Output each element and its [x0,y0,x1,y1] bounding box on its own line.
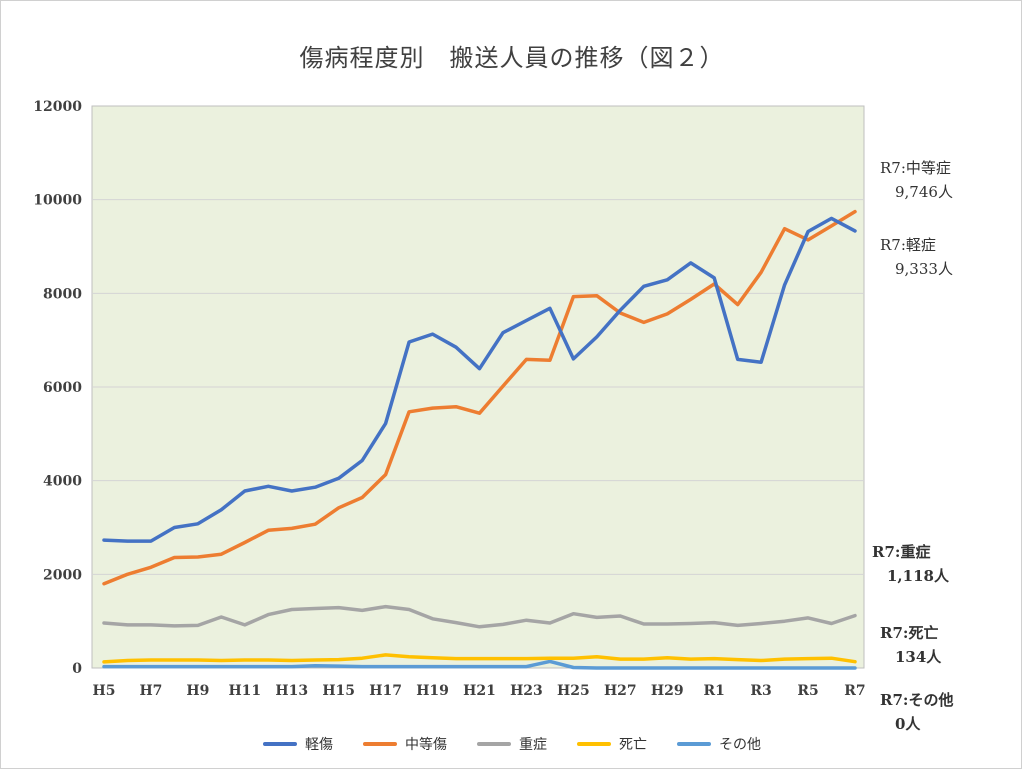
y-tick-label: 8000 [43,286,82,302]
series-line-軽傷 [102,216,857,543]
x-tick-label: H25 [557,683,590,699]
y-tick-label: 12000 [33,99,82,115]
legend-item: その他 [677,734,761,754]
annotation-chuto: R7:中等症 9,746人 [880,159,953,201]
legend-label: 中等傷 [405,737,447,753]
series-line-死亡 [102,653,857,664]
legend-item: 中等傷 [363,734,447,754]
legend-label: 重症 [519,737,547,753]
x-tick-label: H11 [228,683,261,699]
x-tick-label: H15 [322,683,355,699]
y-axis-ticks: 0 2000 4000 6000 8000 10000 12000 [33,99,82,677]
legend-swatch [677,742,711,746]
x-tick-label: H17 [369,683,402,699]
series-lines [102,209,857,670]
x-tick-label: H7 [139,683,162,699]
series-line-中等傷 [102,209,857,586]
y-tick-label: 4000 [43,474,82,490]
legend-item: 軽傷 [263,734,333,754]
legend-swatch [477,742,511,746]
legend-label: 軽傷 [305,737,333,753]
y-tick-label: 0 [72,661,82,677]
series-line-重症 [102,604,857,629]
legend-item: 死亡 [577,734,647,754]
x-tick-label: R7 [844,683,865,699]
legend-swatch [363,742,397,746]
x-tick-label: H5 [93,683,116,699]
legend-label: 死亡 [619,737,647,753]
x-tick-label: H9 [186,683,209,699]
x-tick-label: H27 [604,683,637,699]
x-tick-label: H29 [651,683,684,699]
x-axis-ticks: H5 H7 H9 H11 H13 H15 H17 H19 H21 H23 H25 H27 H29 R1 R3… [93,683,866,699]
legend-item: 重症 [477,734,547,754]
legend: 軽傷 中等傷 重症 死亡 その他 [0,734,1024,754]
x-tick-label: R3 [750,683,771,699]
y-tick-label: 2000 [43,567,82,583]
x-tick-label: R1 [703,683,724,699]
x-tick-label: H21 [463,683,496,699]
x-tick-label: R5 [797,683,818,699]
legend-label: その他 [719,737,761,753]
x-tick-label: H23 [510,683,543,699]
gridlines [92,199,864,575]
y-tick-label: 6000 [43,380,82,396]
x-tick-label: H13 [275,683,308,699]
annotation-shibo: R7:死亡 134人 [880,624,942,666]
y-tick-label: 10000 [33,193,82,209]
annotation-jusho: R7:重症 1,118人 [872,543,949,585]
legend-swatch [263,742,297,746]
x-tick-label: H19 [416,683,449,699]
annotation-keisho: R7:軽症 9,333人 [880,236,953,278]
series-line-その他 [102,659,857,670]
annotation-sonota: R7:その他 0人 [880,691,954,733]
legend-swatch [577,742,611,746]
chart-title: 傷病程度別 搬送人員の推移（図２） [299,44,725,72]
